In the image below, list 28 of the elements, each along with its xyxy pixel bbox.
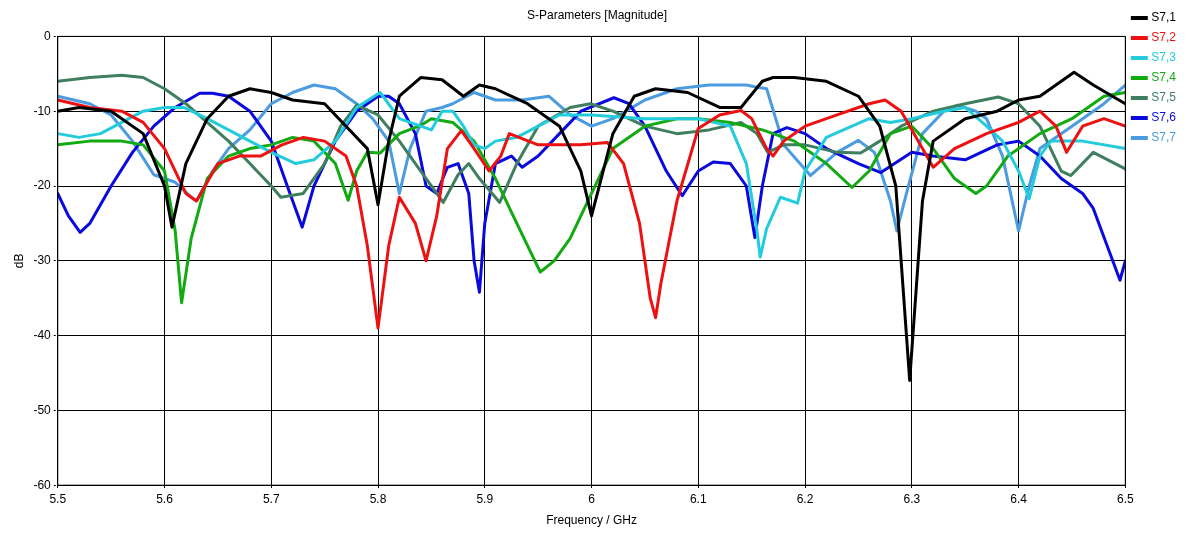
y-tick-label: -30 (33, 253, 52, 268)
legend-label: S7,2 (1151, 30, 1177, 45)
x-tick-label: 5.8 (369, 491, 387, 506)
x-tick-label: 6.4 (1010, 491, 1028, 506)
legend-label: S7,6 (1151, 110, 1177, 125)
x-tick-label: 5.5 (49, 491, 67, 506)
x-tick-label: 5.9 (476, 491, 494, 506)
y-tick-label: -50 (33, 402, 52, 417)
x-tick-label: 6.2 (796, 491, 814, 506)
y-tick-label: -40 (33, 327, 52, 342)
y-tick-label: -60 (33, 477, 52, 492)
legend-label: S7,1 (1151, 10, 1177, 25)
legend-label: S7,5 (1151, 90, 1177, 105)
y-tick-label: -20 (33, 178, 52, 193)
y-axis-title: dB (11, 253, 26, 269)
x-axis-title: Frequency / GHz (546, 513, 637, 528)
x-tick-label: 6.1 (689, 491, 707, 506)
y-tick-label: 0 (44, 28, 52, 43)
x-tick-label: 6.5 (1116, 491, 1134, 506)
x-tick-label: 5.7 (262, 491, 280, 506)
x-tick-label: 5.6 (156, 491, 174, 506)
x-tick-label: 6.3 (903, 491, 921, 506)
legend-label: S7,4 (1151, 70, 1177, 85)
chart-title: S-Parameters [Magnitude] (526, 7, 668, 22)
legend-label: S7,7 (1151, 130, 1177, 145)
legend-label: S7,3 (1151, 50, 1177, 65)
x-tick-label: 6 (588, 491, 596, 506)
y-tick-label: -10 (33, 103, 52, 118)
